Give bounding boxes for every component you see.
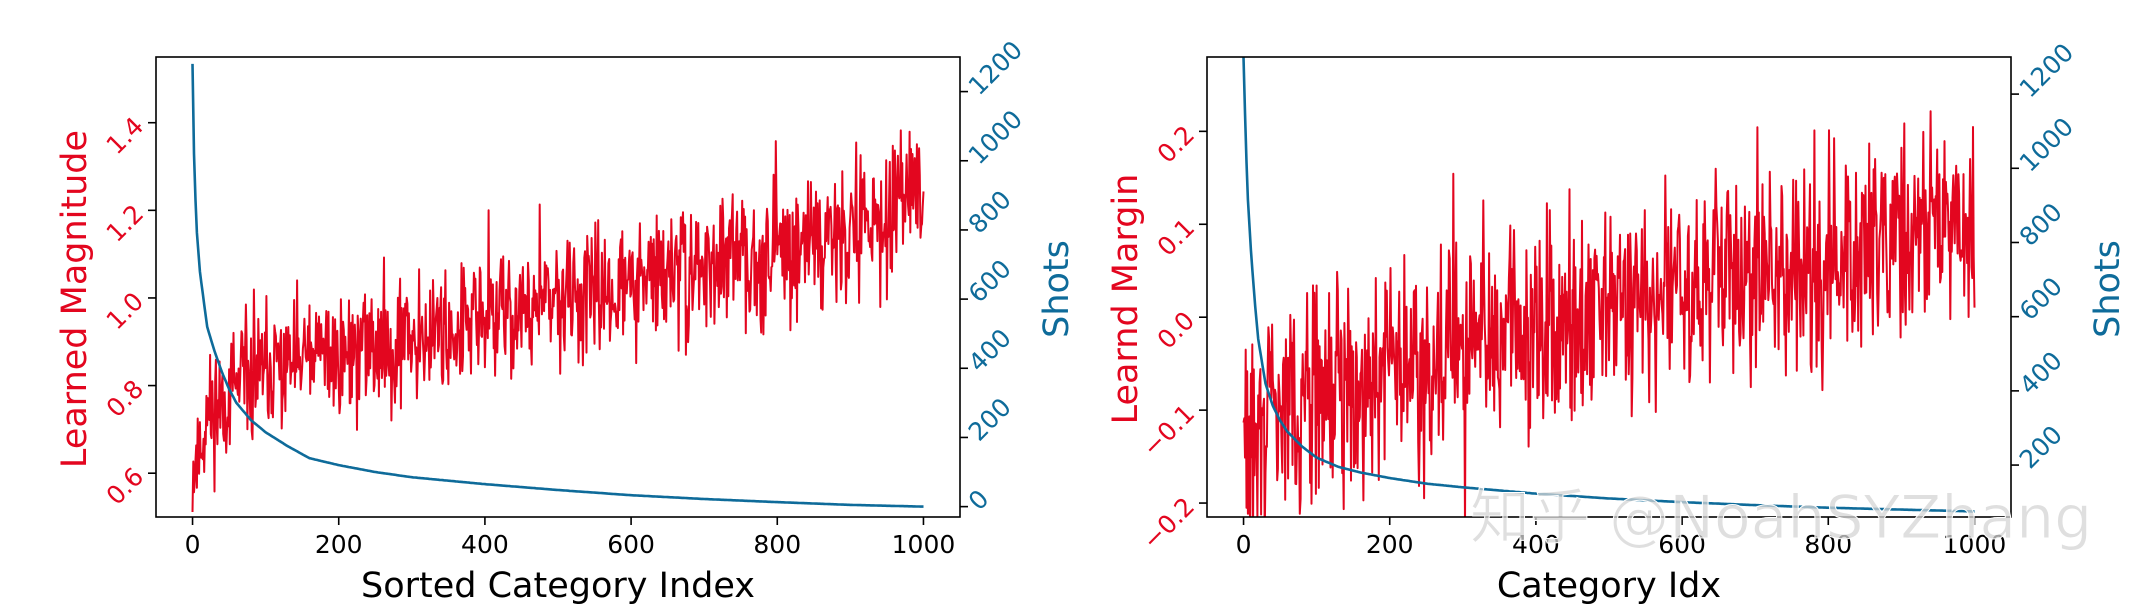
x-tick-label: 600: [1658, 530, 1706, 559]
plot-area: [1242, 57, 1976, 517]
y-right-axis-label: Shots: [1037, 240, 1077, 338]
y-left-axis-label: Learnd Margin: [1106, 174, 1146, 425]
x-tick-label: 800: [1804, 530, 1852, 559]
watermark-text: 知乎 @NoahSYZhang: [1470, 483, 2092, 553]
magnitude-chart: 0 200 400 600 800 1000 0.6 0.8 1.0 1.2 1.4 0 200 400 6…: [55, 35, 1077, 606]
y-right-tick-label: 1000: [2014, 112, 2079, 177]
y-left-tick-label: 0.1: [1152, 213, 1201, 262]
x-tick-label: 200: [315, 530, 363, 559]
x-tick-label: 600: [607, 530, 655, 559]
plot-frame: [155, 56, 961, 518]
plot-frame: [1206, 56, 2012, 518]
x-axis-label: Category Idx: [1497, 566, 1721, 606]
y-right-tick-label: 1200: [963, 35, 1028, 100]
y-left-tick-label: −0.1: [1137, 399, 1200, 462]
x-tick-label: 1000: [1943, 530, 2007, 559]
x-tick-label: 400: [1512, 530, 1560, 559]
x-axis-label: Sorted Category Index: [361, 566, 755, 606]
y-left-tick-label: 1.4: [101, 111, 150, 160]
y-left-tick-label: 0.8: [101, 374, 150, 423]
y-left-tick-label: 0.2: [1152, 120, 1201, 169]
series-line-shots: [1242, 57, 1975, 513]
y-left-tick-label: 1.0: [101, 287, 150, 336]
y-left-tick-label: 0.0: [1152, 306, 1201, 355]
y-right-tick-label: 600: [2014, 272, 2068, 326]
y-right-tick-label: 800: [2014, 197, 2068, 251]
x-tick-label: 200: [1366, 530, 1414, 559]
x-tick-label: 0: [185, 530, 201, 559]
y-right-tick-label: 400: [2014, 346, 2068, 400]
series-line-learned-magnitude: [191, 129, 925, 513]
x-tick-label: 800: [753, 530, 801, 559]
y-left-axis-label: Learned Magnitude: [55, 130, 95, 468]
y-right-tick-label: 0: [963, 484, 995, 516]
y-left-tick-label: 0.6: [101, 462, 150, 511]
y-right-tick-label: 800: [963, 185, 1017, 239]
x-tick-label: 400: [461, 530, 509, 559]
y-right-tick-label: 400: [963, 323, 1017, 377]
y-right-tick-label: 200: [2014, 420, 2068, 474]
series-line-shots: [191, 63, 924, 508]
y-right-tick-label: 1200: [2014, 38, 2079, 103]
x-tick-label: 0: [1236, 530, 1252, 559]
y-right-tick-label: 600: [963, 254, 1017, 308]
series-line-learnd-margin: [1242, 110, 1976, 517]
y-right-tick-label: 200: [963, 392, 1017, 446]
plot-area: [191, 63, 925, 513]
y-right-axis-label: Shots: [2088, 240, 2128, 338]
y-right-tick-label: 1000: [963, 104, 1028, 169]
y-left-tick-label: 1.2: [101, 199, 150, 248]
y-left-tick-label: −0.2: [1137, 492, 1200, 555]
x-tick-label: 1000: [892, 530, 956, 559]
